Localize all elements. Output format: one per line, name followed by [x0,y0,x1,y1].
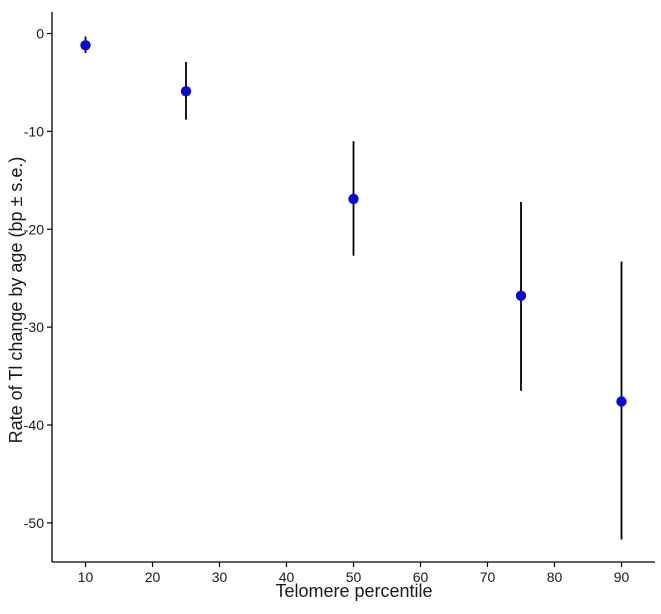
data-point [180,86,192,97]
x-tick-label: 20 [145,569,161,585]
x-ticks: 10 20 30 40 50 60 70 80 90 [78,562,630,585]
x-tick-label: 40 [279,569,295,585]
x-tick-label: 60 [413,569,429,585]
y-axis-title: Rate of Tl change by age (bp ± s.e.) [6,157,26,444]
x-axis-title: Telomere percentile [275,581,432,601]
x-tick-label: 70 [480,569,496,585]
x-tick-label: 50 [346,569,362,585]
y-tick-label: -50 [24,515,44,531]
x-tick-label: 10 [78,569,94,585]
data-point [80,40,91,51]
x-tick-label: 30 [212,569,228,585]
data-points [80,40,627,407]
y-ticks: 0 -10 -20 -30 -40 -50 [24,26,52,531]
y-tick-label: -30 [24,319,44,335]
y-tick-label: 0 [36,26,44,42]
x-tick-label: 90 [614,569,630,585]
data-point [616,396,627,407]
y-tick-label: -20 [24,221,44,237]
y-tick-label: -10 [24,123,44,139]
axes [51,12,655,563]
data-point [348,193,359,205]
x-tick-label: 80 [547,569,563,585]
y-tick-label: -40 [24,417,44,433]
error-bars [84,36,623,540]
data-point [515,290,527,302]
